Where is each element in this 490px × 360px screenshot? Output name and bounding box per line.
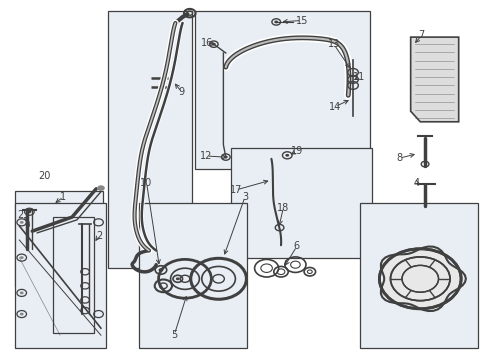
Circle shape: [20, 221, 24, 224]
Text: 6: 6: [294, 241, 300, 251]
Text: 7: 7: [418, 30, 425, 40]
Text: 5: 5: [172, 329, 177, 339]
Text: 15: 15: [295, 15, 308, 26]
Circle shape: [212, 43, 216, 46]
Circle shape: [285, 154, 289, 157]
Text: 3: 3: [242, 192, 248, 202]
Text: 17: 17: [230, 185, 243, 195]
FancyBboxPatch shape: [108, 11, 192, 268]
Text: 10: 10: [141, 178, 153, 188]
Text: 18: 18: [277, 203, 290, 212]
Circle shape: [20, 292, 24, 294]
FancyBboxPatch shape: [139, 203, 247, 347]
Text: 2: 2: [96, 231, 102, 241]
Circle shape: [274, 21, 278, 23]
Text: 9: 9: [178, 87, 185, 97]
Text: 4: 4: [414, 178, 420, 188]
Text: 16: 16: [200, 38, 213, 48]
Circle shape: [176, 277, 180, 280]
Circle shape: [97, 185, 105, 191]
Text: 8: 8: [396, 153, 403, 163]
Text: 14: 14: [329, 102, 342, 112]
Circle shape: [20, 256, 24, 259]
FancyBboxPatch shape: [53, 217, 94, 333]
FancyBboxPatch shape: [15, 203, 106, 347]
Polygon shape: [411, 37, 459, 122]
Circle shape: [159, 268, 163, 272]
Text: 19: 19: [291, 146, 303, 156]
Polygon shape: [381, 247, 466, 311]
Text: 13: 13: [328, 39, 340, 49]
FancyBboxPatch shape: [15, 190, 103, 286]
FancyBboxPatch shape: [360, 203, 478, 347]
Text: 1: 1: [60, 192, 67, 202]
Text: 12: 12: [200, 151, 213, 161]
Circle shape: [224, 156, 228, 158]
Text: 21: 21: [17, 210, 29, 220]
Text: 20: 20: [39, 171, 51, 181]
Circle shape: [27, 210, 31, 213]
FancyBboxPatch shape: [231, 148, 372, 258]
FancyBboxPatch shape: [195, 11, 370, 170]
Circle shape: [20, 312, 24, 315]
Text: 11: 11: [353, 72, 366, 82]
